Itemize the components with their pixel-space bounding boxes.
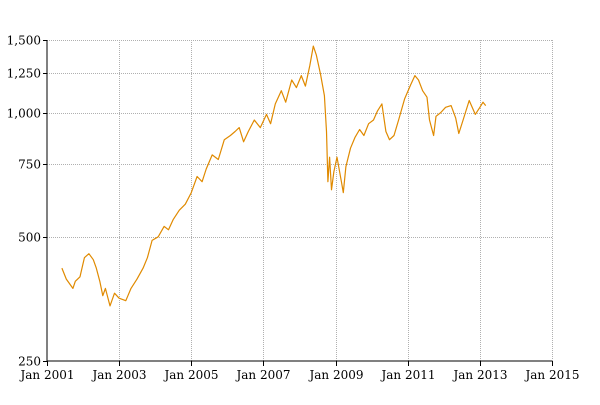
y-tick-label: 500 xyxy=(18,231,41,245)
gridlines xyxy=(47,40,553,361)
x-tick-label: Jan 2011 xyxy=(379,368,435,382)
y-tick-label: 1,500 xyxy=(7,34,41,48)
x-tick-label: Jan 2009 xyxy=(307,368,363,382)
x-tick-label: Jan 2003 xyxy=(90,368,146,382)
y-tick-label: 1,250 xyxy=(7,67,41,81)
series-line xyxy=(62,46,486,306)
y-tick-label: 1,000 xyxy=(7,107,41,121)
y-axis: 250 500 750 1,000 1,250 1,500 xyxy=(7,34,47,369)
series-layer xyxy=(62,46,486,306)
x-tick-label: Jan 2001 xyxy=(18,368,74,382)
x-tick-label: Jan 2013 xyxy=(451,368,507,382)
y-tick-label: 250 xyxy=(18,355,41,369)
x-tick-label: Jan 2005 xyxy=(162,368,218,382)
x-axis: Jan 2001 Jan 2003 Jan 2005 Jan 2007 Jan 2009… xyxy=(18,361,579,382)
x-tick-label: Jan 2015 xyxy=(523,368,579,382)
y-tick-label: 750 xyxy=(18,158,41,172)
x-tick-label: Jan 2007 xyxy=(234,368,290,382)
